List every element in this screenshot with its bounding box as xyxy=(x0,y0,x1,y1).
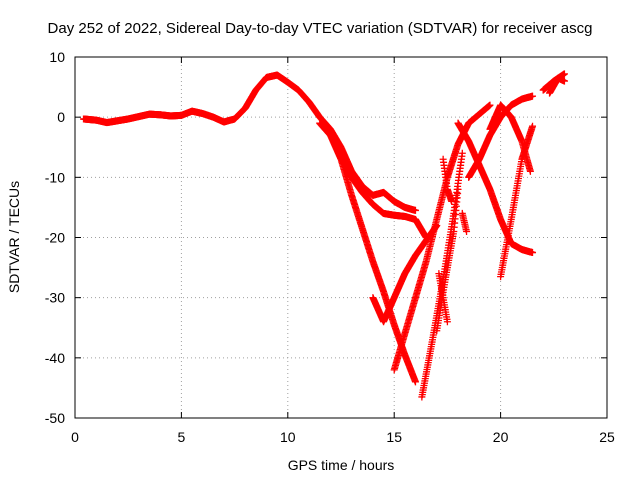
data-point xyxy=(560,70,568,78)
data-point xyxy=(458,149,466,157)
x-tick-label: 25 xyxy=(599,429,615,445)
data-track xyxy=(546,74,568,97)
data-track xyxy=(80,71,419,214)
data-point xyxy=(486,101,494,109)
data-point xyxy=(529,122,537,130)
data-point xyxy=(463,227,471,235)
y-tick-label: 10 xyxy=(49,49,65,65)
data-track xyxy=(331,140,430,241)
data-track xyxy=(486,101,534,175)
axis-ticks: 0 5 10 15 20 25 -50 -40 -30 -20 -10 0 10 xyxy=(45,49,615,445)
chart-title: Day 252 of 2022, Sidereal Day-to-day VTE… xyxy=(47,20,593,37)
series-sdtvar xyxy=(80,70,568,401)
x-tick-label: 0 xyxy=(71,429,79,445)
y-tick-label: -50 xyxy=(45,410,65,426)
plot-frame xyxy=(74,56,608,419)
y-tick-label: 0 xyxy=(57,109,65,125)
x-tick-label: 10 xyxy=(280,429,296,445)
data-point xyxy=(454,185,462,193)
data-track xyxy=(458,209,471,235)
data-point xyxy=(560,77,568,85)
data-track xyxy=(435,270,451,326)
data-point xyxy=(411,206,419,214)
y-tick-label: -10 xyxy=(45,169,65,185)
data-point xyxy=(526,167,534,175)
data-track xyxy=(497,122,537,281)
data-point xyxy=(411,378,419,386)
y-tick-label: -30 xyxy=(45,290,65,306)
data-point xyxy=(448,197,456,205)
x-tick-label: 20 xyxy=(493,429,509,445)
x-axis-label: GPS time / hours xyxy=(287,457,395,473)
data-track xyxy=(454,119,537,257)
y-axis-label: SDTVAR / TECUs xyxy=(6,180,22,294)
data-point xyxy=(529,92,537,100)
data-track xyxy=(390,101,494,374)
x-tick-label: 5 xyxy=(178,429,186,445)
x-tick-label: 15 xyxy=(386,429,402,445)
y-tick-label: -40 xyxy=(45,350,65,366)
y-tick-label: -20 xyxy=(45,230,65,246)
data-point xyxy=(529,249,537,257)
data-point xyxy=(433,221,441,229)
data-track xyxy=(369,221,441,326)
data-track xyxy=(439,155,456,205)
data-point xyxy=(443,318,451,326)
